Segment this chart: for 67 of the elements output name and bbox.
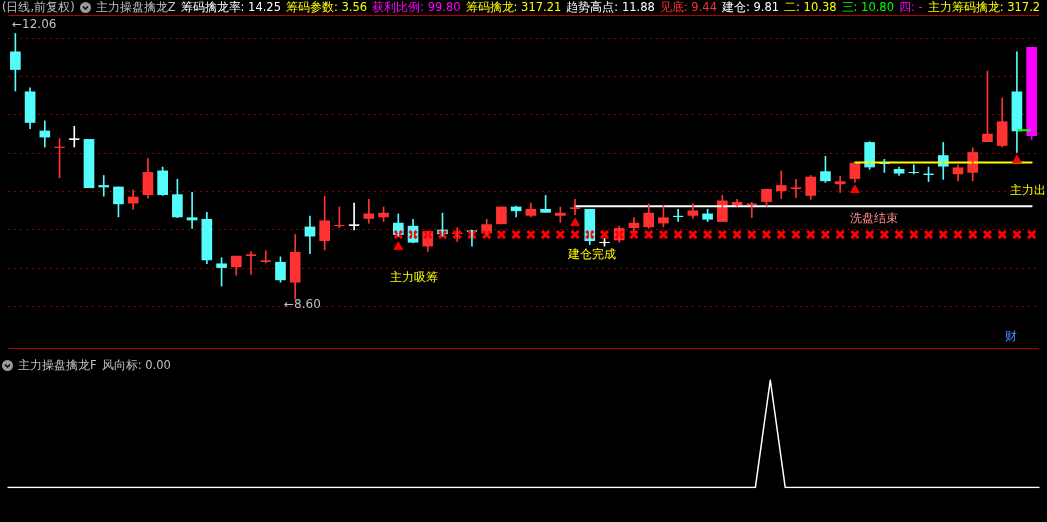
point xyxy=(673,229,684,240)
point xyxy=(393,241,404,250)
point xyxy=(967,229,978,240)
point xyxy=(952,229,964,240)
point xyxy=(849,229,860,240)
text: 筹码参数: 3.56 xyxy=(285,0,368,14)
text: 建仓: 9.81 xyxy=(721,0,780,14)
point xyxy=(805,229,816,240)
point xyxy=(820,229,831,240)
point xyxy=(938,229,949,240)
point xyxy=(570,229,581,240)
point xyxy=(835,229,846,240)
point xyxy=(864,229,875,240)
text: 筹码擒龙: 317.21 xyxy=(465,0,562,14)
point xyxy=(643,229,654,240)
annotation: 建仓完成 xyxy=(567,247,616,262)
point xyxy=(393,229,404,240)
point xyxy=(879,229,890,240)
chart-title: (日线,前复权) xyxy=(2,0,75,14)
point xyxy=(1026,229,1037,240)
text: 见底: 9.44 xyxy=(659,0,717,14)
point xyxy=(761,229,772,240)
point xyxy=(894,229,905,240)
point xyxy=(1012,154,1022,164)
point xyxy=(570,217,580,227)
point xyxy=(555,229,566,240)
point xyxy=(628,229,639,240)
text: 二: 10.38 xyxy=(784,0,837,14)
point xyxy=(437,229,448,240)
text: 筹码擒龙率: 14.25 xyxy=(180,0,281,14)
text: 风向标: 0.00 xyxy=(101,358,171,372)
point xyxy=(776,229,787,240)
point xyxy=(599,229,610,240)
point xyxy=(850,184,860,194)
annotation: ←12.06 xyxy=(12,17,57,32)
point xyxy=(525,229,536,240)
point xyxy=(511,229,522,240)
annotation: ←8.60 xyxy=(284,297,321,312)
point xyxy=(997,229,1008,240)
point xyxy=(466,229,477,240)
chart-title: 主力操盘擒龙F xyxy=(18,358,97,372)
annotation: 财 xyxy=(1005,329,1017,344)
text: 主力筹码擒龙: 317.2 xyxy=(927,0,1041,14)
point xyxy=(540,229,551,240)
point xyxy=(687,229,698,240)
text: 主力操盘擒龙Z xyxy=(95,0,176,14)
point xyxy=(658,229,669,240)
text: 趋势高点: 11.88 xyxy=(566,0,655,14)
point xyxy=(732,229,743,240)
annotation: 主力出 xyxy=(1010,183,1046,198)
point xyxy=(1011,229,1022,240)
annotation: 洗盘结束 xyxy=(850,211,898,226)
point xyxy=(481,229,492,240)
candlestick xyxy=(584,208,596,245)
text: 四: - xyxy=(899,0,923,14)
text: 获利比例: 99.80 xyxy=(372,0,461,14)
point xyxy=(790,229,802,240)
candlestick xyxy=(83,139,95,189)
point xyxy=(496,229,507,240)
point xyxy=(717,229,728,240)
point xyxy=(923,229,934,240)
annotation: 主力吸筹 xyxy=(390,270,438,285)
point xyxy=(702,229,713,240)
point xyxy=(746,229,757,240)
point xyxy=(908,229,919,240)
point xyxy=(982,229,993,240)
text: 三: 10.80 xyxy=(841,0,894,14)
